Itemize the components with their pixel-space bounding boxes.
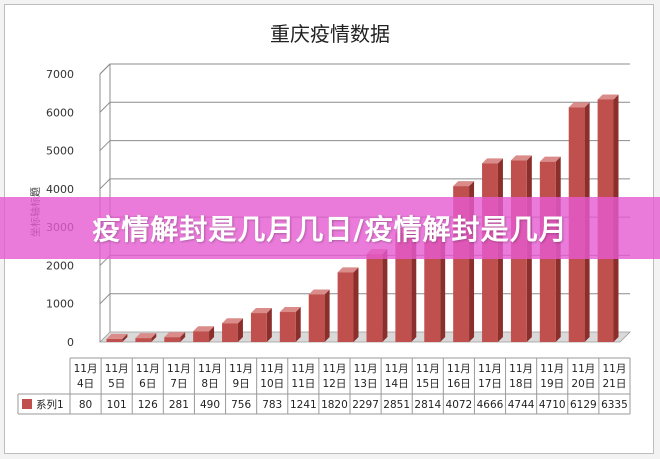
data-label: 2297 xyxy=(352,399,379,411)
x-tick-label: 11月 9日 xyxy=(229,363,253,390)
x-tick-label: 11月 11日 xyxy=(291,363,315,390)
data-label: 281 xyxy=(169,399,189,411)
bar-top xyxy=(222,318,243,324)
bar-top xyxy=(337,267,359,273)
bar xyxy=(164,337,181,342)
x-tick-label: 11月 21日 xyxy=(603,363,627,390)
bar-top xyxy=(568,102,590,108)
bar-side xyxy=(180,332,186,342)
data-label: 1820 xyxy=(321,399,348,411)
data-label: 1241 xyxy=(290,399,317,411)
y-tick-label: 6000 xyxy=(46,106,74,119)
data-label: 6129 xyxy=(570,399,597,411)
y-tick-label: 2000 xyxy=(46,259,74,272)
x-tick-label: 11月 20日 xyxy=(571,363,595,390)
bar-top xyxy=(193,326,215,332)
data-label: 490 xyxy=(200,399,220,411)
gridline-diagonal xyxy=(99,140,111,151)
x-tick-label: 11月 4日 xyxy=(74,363,98,390)
bar xyxy=(193,331,210,342)
bar-side xyxy=(266,308,272,342)
x-tick-label: 11月 17日 xyxy=(478,363,502,390)
legend-swatch xyxy=(22,399,32,409)
bar-side xyxy=(382,249,388,342)
gridline-diagonal xyxy=(99,293,111,305)
data-label: 80 xyxy=(79,399,92,411)
bar-side xyxy=(209,326,215,342)
bar-top xyxy=(539,156,561,162)
legend-label: 系列1 xyxy=(36,398,64,411)
data-label: 756 xyxy=(231,399,251,411)
x-tick-label: 11月 12日 xyxy=(323,363,347,390)
data-label: 2814 xyxy=(414,399,441,411)
banner-text: 疫情解封是几月几日/疫情解封是几月 xyxy=(92,213,568,246)
data-label: 4710 xyxy=(539,399,566,411)
x-tick-label: 11月 14日 xyxy=(385,363,409,390)
bar-side xyxy=(122,333,128,342)
chart-title: 重庆疫情数据 xyxy=(270,22,390,46)
x-tick-label: 11月 10日 xyxy=(260,363,284,390)
x-tick-label: 11月 13日 xyxy=(354,363,378,390)
bar-side xyxy=(353,267,359,342)
data-label: 4072 xyxy=(446,399,473,411)
gridline-diagonal xyxy=(99,101,111,113)
bar-top xyxy=(279,307,301,313)
gridline-diagonal xyxy=(99,63,111,75)
x-tick-label: 11月 7日 xyxy=(167,363,191,390)
y-tick-label: 7000 xyxy=(46,68,74,81)
x-tick-label: 11月 16日 xyxy=(447,363,471,390)
y-tick-label: 0 xyxy=(67,336,74,349)
bar-side xyxy=(151,333,157,342)
bar-top xyxy=(308,289,330,295)
data-label: 101 xyxy=(107,399,127,411)
data-label: 126 xyxy=(138,399,158,411)
bar xyxy=(106,338,123,342)
bar xyxy=(424,234,441,342)
bar xyxy=(366,254,383,342)
gridline-diagonal xyxy=(99,178,111,190)
bar-top xyxy=(597,94,619,100)
x-tick-label: 11月 19日 xyxy=(540,363,564,390)
bar-top xyxy=(135,333,157,339)
bar xyxy=(308,294,325,342)
bar-top xyxy=(482,158,503,164)
y-tick-label: 4000 xyxy=(46,183,74,196)
overlay-banner: 疫情解封是几月几日/疫情解封是几月 xyxy=(0,197,660,259)
bar-side xyxy=(237,318,243,342)
bar xyxy=(222,323,238,342)
bar-top xyxy=(510,155,532,161)
bar xyxy=(395,232,412,342)
bar-top xyxy=(106,333,128,339)
bar-side xyxy=(295,307,301,342)
bar-top xyxy=(164,332,186,338)
bar xyxy=(279,312,296,342)
bar xyxy=(250,313,267,342)
x-tick-label: 11月 8日 xyxy=(198,363,222,390)
x-tick-label: 11月 5日 xyxy=(105,363,129,390)
bar-side xyxy=(324,289,330,342)
x-tick-label: 11月 15日 xyxy=(416,363,440,390)
bar xyxy=(135,338,152,342)
bar-top xyxy=(250,308,272,314)
bar-top xyxy=(453,181,475,187)
x-tick-label: 11月 6日 xyxy=(136,363,160,390)
data-label: 2851 xyxy=(383,399,410,411)
data-label: 783 xyxy=(262,399,282,411)
y-tick-label: 5000 xyxy=(46,145,74,158)
bar xyxy=(337,272,354,342)
data-label: 6335 xyxy=(601,399,628,411)
x-tick-label: 11月 18日 xyxy=(509,363,533,390)
data-label: 4666 xyxy=(477,399,504,411)
y-tick-label: 1000 xyxy=(46,298,74,311)
data-label: 4744 xyxy=(508,399,535,411)
